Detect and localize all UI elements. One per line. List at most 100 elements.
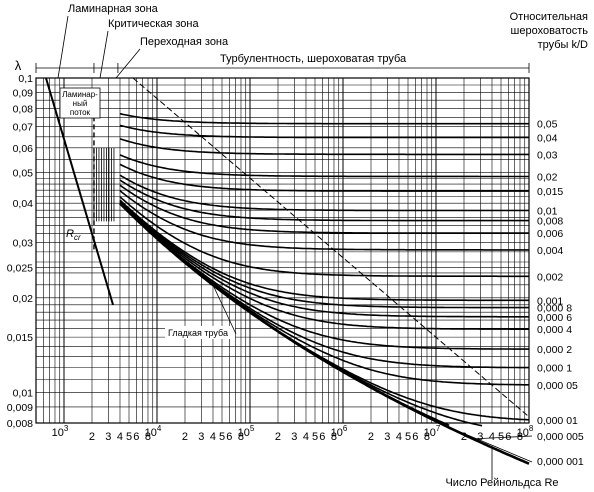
y-tick-label: 0,05 bbox=[13, 168, 34, 180]
zone-label-critical: Критическая зона bbox=[108, 18, 199, 30]
roughness-axis-title: трубы k/D bbox=[538, 39, 588, 51]
roughness-curve bbox=[119, 202, 529, 386]
smooth-leader bbox=[212, 284, 237, 335]
roughness-label: 0,000 01 bbox=[537, 415, 578, 427]
roughness-curve bbox=[119, 179, 529, 222]
roughness-label: 0,008 bbox=[537, 216, 563, 228]
y-tick-label: 0,07 bbox=[13, 122, 34, 134]
roughness-curve bbox=[119, 190, 529, 251]
x-minor-label: 6 bbox=[319, 431, 325, 443]
x-minor-label: 3 bbox=[384, 431, 390, 443]
roughness-label: 0,000 2 bbox=[537, 344, 572, 356]
laminar-flow-label: ный bbox=[73, 99, 88, 108]
roughness-label: 0,000 1 bbox=[537, 363, 572, 375]
smooth-label-bg bbox=[165, 326, 235, 339]
roughness-label: 0,000 001 bbox=[537, 456, 584, 468]
x-minor-label: 5 bbox=[126, 431, 132, 443]
x-axis-label: Число Рейнольдса Re bbox=[445, 477, 558, 489]
y-tick-label: 0,01 bbox=[13, 388, 34, 400]
roughness-label: 0,002 bbox=[537, 271, 563, 283]
roughness-label: 0,01 bbox=[537, 206, 558, 218]
roughness-curve bbox=[119, 202, 450, 427]
x-minor-label: 3 bbox=[291, 431, 297, 443]
roughness-axis-title: шероховатость bbox=[511, 25, 589, 37]
y-tick-label: 0,03 bbox=[13, 237, 34, 249]
x-minor-label: 2 bbox=[89, 431, 95, 443]
roughness-curve bbox=[119, 202, 529, 350]
leader-line bbox=[443, 424, 533, 463]
x-decade-label: 107 bbox=[424, 424, 441, 439]
x-decade-label: 104 bbox=[145, 424, 162, 439]
smooth-pipe-curve bbox=[119, 202, 530, 465]
roughness-label: 0,04 bbox=[537, 133, 558, 145]
roughness-curve bbox=[119, 163, 529, 192]
x-minor-label: 2 bbox=[182, 431, 188, 443]
curves bbox=[45, 77, 530, 465]
roughness-curve bbox=[119, 174, 529, 212]
x-minor-label: 4 bbox=[489, 431, 495, 443]
x-minor-label: 2 bbox=[368, 431, 374, 443]
rcr-label: Rcr bbox=[66, 228, 81, 242]
roughness-label: 0,000 6 bbox=[537, 312, 572, 324]
roughness-label: 0,015 bbox=[537, 186, 563, 198]
smooth-pipe-label: Гладкая труба bbox=[168, 328, 228, 338]
roughness-curve bbox=[119, 124, 529, 139]
zone-label-turbulent: Турбулентность, шероховатая труба bbox=[220, 53, 407, 65]
x-minor-label: 3 bbox=[105, 431, 111, 443]
x-minor-label: 2 bbox=[461, 431, 467, 443]
roughness-curve bbox=[119, 199, 529, 302]
x-minor-label: 8 bbox=[517, 431, 523, 443]
x-minor-label: 6 bbox=[133, 431, 139, 443]
y-tick-label: 0,09 bbox=[13, 87, 34, 99]
zone-leader bbox=[57, 15, 69, 79]
plot-frame bbox=[35, 77, 530, 424]
x-decade-label: 106 bbox=[331, 424, 348, 439]
laminar-flow-label: Ламинар- bbox=[62, 90, 98, 99]
roughness-label: 0,05 bbox=[537, 119, 558, 131]
zone-label-laminar: Ламинарная зона bbox=[68, 3, 159, 15]
x-minor-label: 4 bbox=[396, 431, 402, 443]
x-minor-label: 4 bbox=[117, 431, 123, 443]
x-minor-label: 8 bbox=[145, 431, 151, 443]
x-minor-label: 8 bbox=[331, 431, 337, 443]
y-axis-label: λ bbox=[15, 58, 22, 73]
zone-leader bbox=[99, 30, 109, 79]
roughness-label: 0,000 05 bbox=[537, 380, 578, 392]
laminar-flow-box bbox=[59, 87, 101, 119]
roughness-curve bbox=[119, 201, 529, 331]
roughness-label: 0,004 bbox=[537, 245, 563, 257]
x-decade-label: 105 bbox=[238, 424, 255, 439]
y-tick-label: 0,06 bbox=[13, 143, 34, 155]
roughness-curve bbox=[119, 200, 529, 318]
x-minor-label: 4 bbox=[303, 431, 309, 443]
x-minor-label: 5 bbox=[405, 431, 411, 443]
x-minor-label: 6 bbox=[412, 431, 418, 443]
roughness-label: 0,001 bbox=[537, 295, 563, 307]
roughness-curve bbox=[119, 196, 529, 278]
roughness-label: 0,000 8 bbox=[537, 303, 572, 315]
y-tick-label: 0,025 bbox=[7, 262, 33, 274]
x-minor-label: 5 bbox=[312, 431, 318, 443]
x-minor-label: 8 bbox=[238, 431, 244, 443]
x-decade-label: 103 bbox=[52, 424, 69, 439]
roughness-label: 0,03 bbox=[537, 149, 558, 161]
zone-leader bbox=[115, 48, 141, 79]
annotations: Ламинарная зона Критическая зона Переходна… bbox=[35, 3, 530, 339]
y-tick-label: 0,008 bbox=[7, 418, 33, 430]
turbulence-boundary bbox=[132, 77, 529, 417]
roughness-label: 0,02 bbox=[537, 171, 558, 183]
laminar-line bbox=[45, 77, 115, 306]
y-tick-label: 0,009 bbox=[7, 402, 33, 414]
roughness-curve bbox=[119, 138, 529, 156]
roughness-curve bbox=[119, 200, 529, 309]
x-minor-label: 8 bbox=[424, 431, 430, 443]
roughness-label: 0,006 bbox=[537, 228, 563, 240]
x-minor-label: 3 bbox=[198, 431, 204, 443]
zone-label-transition: Переходная зона bbox=[140, 36, 229, 48]
y-tick-label: 0,08 bbox=[13, 103, 34, 115]
x-minor-label: 3 bbox=[477, 431, 483, 443]
x-minor-label: 4 bbox=[210, 431, 216, 443]
